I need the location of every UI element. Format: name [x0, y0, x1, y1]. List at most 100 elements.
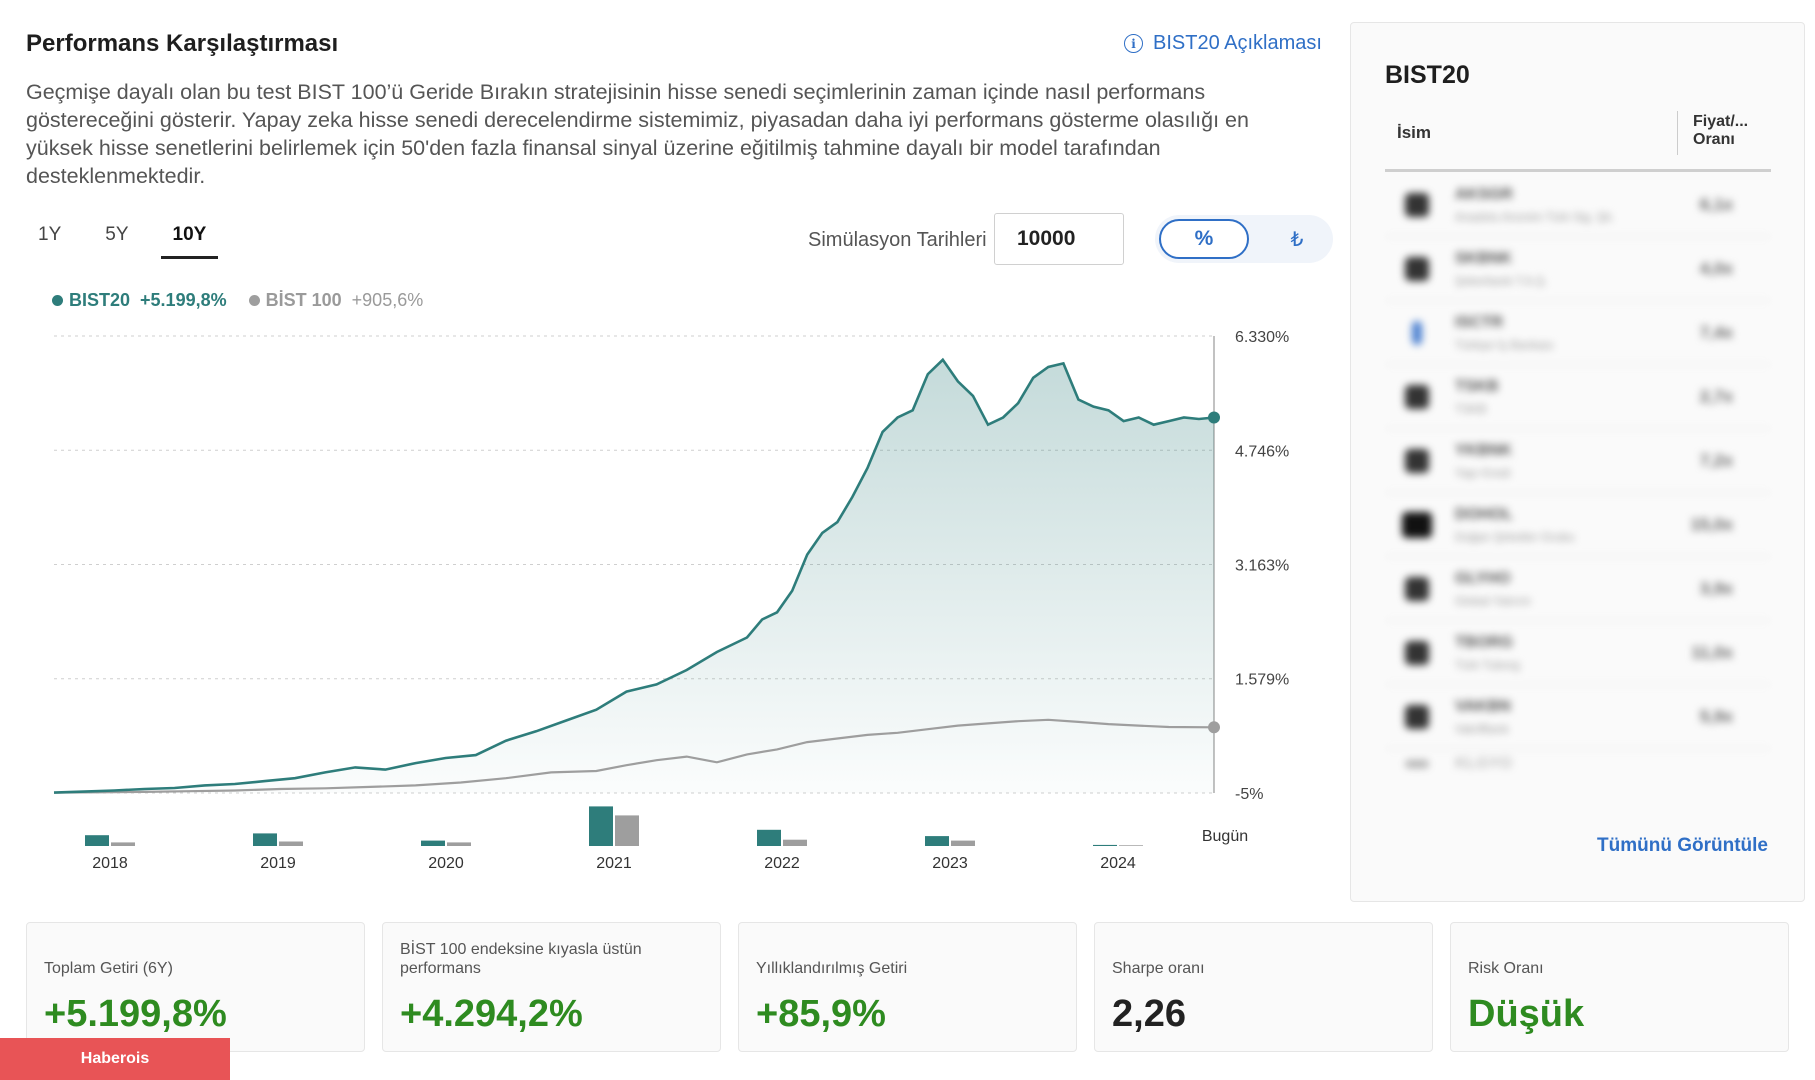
row-ratio: 15,0x [1690, 514, 1733, 534]
stock-logo-icon [1412, 320, 1422, 345]
annual-bar-bist100[interactable] [111, 842, 135, 846]
legend-name-bist100: BİST 100 [265, 290, 342, 310]
tab-5y[interactable]: 5Y [105, 224, 129, 245]
annual-bar-bist100[interactable] [783, 839, 807, 846]
strategy-description: Geçmişe dayalı olan bu test BIST 100’ü G… [26, 80, 1249, 188]
column-header-name[interactable]: İsim [1397, 123, 1432, 142]
metric-value: +5.199,8% [44, 993, 227, 1035]
legend-value-bist100: +905,6% [351, 290, 424, 310]
row-company: Yapı Kredi [1455, 465, 1511, 480]
table-row[interactable]: KLGYO [1385, 749, 1771, 779]
stock-logo-icon [1405, 760, 1429, 768]
x-tick-label: 2024 [1100, 855, 1136, 872]
annual-bar-bist20[interactable] [421, 840, 445, 846]
table-row[interactable]: ISCTR Türkiye İş Bankası 7,4x [1385, 301, 1771, 365]
annual-bar-bist20[interactable] [925, 836, 949, 846]
row-ratio: 7,4x [1699, 322, 1733, 342]
chart-legend: BIST20 +5.199,8% BİST 100 +905,6% [52, 290, 423, 311]
table-row[interactable]: SKBNK Şekerbank T.A.Ş. 4,0x [1385, 237, 1771, 301]
metric-card-total-return: Toplam Getiri (6Y) +5.199,8% [26, 922, 365, 1052]
page-title: Performans Karşılaştırması [26, 30, 339, 57]
y-tick-label: -5% [1235, 786, 1263, 803]
metric-label: Toplam Getiri (6Y) [44, 960, 173, 977]
table-row[interactable]: DOHOL Doğan Şirketler Grubu 15,0x [1385, 493, 1771, 557]
info-link-label: BIST20 Açıklaması [1153, 32, 1322, 54]
table-row[interactable]: VAKBN VakıfBank 5,9x [1385, 685, 1771, 749]
legend-dot-bist20 [52, 295, 63, 306]
tab-1y[interactable]: 1Y [38, 224, 62, 245]
period-tabs: 1Y 5Y 10Y [26, 224, 238, 259]
metric-value: 2,26 [1112, 993, 1186, 1035]
table-row[interactable]: AKSGR Anadolu Anonim Türk Sig. Şti. 6,1x [1385, 173, 1771, 237]
metric-label: Yıllıklandırılmış Getiri [756, 960, 908, 977]
metric-card-risk: Risk Oranı Düşük [1450, 922, 1789, 1052]
series-end-point-bist100[interactable] [1208, 721, 1220, 734]
performance-chart: 6.330% 4.746% 3.163% 1.579% -5% 2018 2019 2020… [53, 329, 1289, 872]
info-icon: i [1124, 34, 1143, 53]
x-label-today: Bugün [1202, 828, 1248, 845]
view-all-link[interactable]: Tümünü Görüntüle [1597, 835, 1768, 856]
annual-bar-bist20[interactable] [253, 833, 277, 846]
annual-bar-bist20[interactable] [85, 835, 109, 846]
table-row[interactable]: TSKB TSKB 2,7x [1385, 365, 1771, 429]
column-divider [1677, 111, 1678, 155]
annual-bar-bist20[interactable] [589, 806, 613, 846]
annual-bar-bist100[interactable] [1119, 845, 1143, 846]
table-row[interactable]: YKBNK Yapı Kredi 7,2x [1385, 429, 1771, 493]
row-company: Türk Tuborg [1455, 657, 1520, 672]
row-company: VakıfBank [1455, 721, 1509, 736]
row-ticker: YKBNK [1455, 441, 1512, 459]
tab-10y[interactable]: 10Y [160, 224, 219, 259]
metric-value: +85,9% [756, 993, 886, 1035]
unit-toggle: % ₺ [1155, 215, 1333, 263]
table-header-divider [1385, 169, 1771, 172]
row-company: Şekerbank T.A.Ş. [1455, 273, 1548, 288]
series-line-bist20 [53, 357, 1215, 794]
y-tick-label: 1.579% [1235, 672, 1289, 689]
x-tick-label: 2021 [596, 855, 632, 872]
sidebar-title: BIST20 [1385, 61, 1470, 89]
row-ticker: SKBNK [1455, 249, 1512, 267]
legend-item-bist100[interactable]: BİST 100 [248, 290, 342, 311]
table-row[interactable]: GLYHO Global Yatırım 3,9x [1385, 557, 1771, 621]
row-company: Türkiye İş Bankası [1455, 337, 1554, 352]
annual-bar-bist20[interactable] [1093, 844, 1117, 846]
row-ratio: 6,1x [1699, 194, 1733, 214]
row-company: Global Yatırım [1455, 593, 1531, 608]
metric-label: Risk Oranı [1468, 960, 1544, 977]
toggle-percent-button[interactable]: % [1159, 219, 1249, 259]
metric-label: BİST 100 endeksine kıyasla üstün perform… [400, 941, 642, 977]
watermark-badge: Haberois [0, 1038, 230, 1080]
toggle-currency-button[interactable]: ₺ [1290, 228, 1304, 251]
x-tick-label: 2022 [764, 855, 800, 872]
series-area-bist20 [54, 359, 1214, 793]
column-header-ratio[interactable]: Fiyat/... Oranı [1693, 113, 1749, 148]
simulation-amount-input[interactable] [994, 213, 1124, 265]
x-tick-label: 2023 [932, 855, 968, 872]
annual-bar-bist100[interactable] [615, 815, 639, 846]
stock-table: AKSGR Anadolu Anonim Türk Sig. Şti. 6,1x S… [1385, 173, 1771, 779]
table-row[interactable]: TBORG Türk Tuborg 11,0x [1385, 621, 1771, 685]
row-ticker: KLGYO [1455, 755, 1512, 772]
annual-bar-bist100[interactable] [951, 840, 975, 846]
legend-item-bist20[interactable]: BIST20 [52, 290, 130, 311]
y-tick-label: 6.330% [1235, 329, 1289, 346]
stock-logo-icon [1405, 640, 1429, 665]
row-ticker: DOHOL [1455, 505, 1513, 523]
metric-card-annualized-return: Yıllıklandırılmış Getiri +85,9% [738, 922, 1077, 1052]
info-link[interactable]: i BIST20 Açıklaması [1124, 32, 1322, 55]
row-ticker: ISCTR [1455, 313, 1503, 331]
annual-bar-bist20[interactable] [757, 829, 781, 846]
row-ratio: 11,0x [1691, 642, 1733, 662]
row-company: Anadolu Anonim Türk Sig. Şti. [1455, 209, 1615, 224]
annual-bar-bist100[interactable] [447, 842, 471, 846]
row-ratio: 5,9x [1699, 706, 1733, 726]
row-ticker: GLYHO [1455, 569, 1511, 587]
legend-value-bist20: +5.199,8% [140, 290, 227, 310]
series-line-bist100 [53, 718, 1215, 794]
series-end-point-bist20[interactable] [1208, 411, 1220, 424]
stock-logo-icon [1405, 384, 1429, 409]
y-tick-label: 3.163% [1235, 557, 1289, 574]
stock-logo-icon [1405, 576, 1429, 601]
annual-bar-bist100[interactable] [279, 841, 303, 847]
